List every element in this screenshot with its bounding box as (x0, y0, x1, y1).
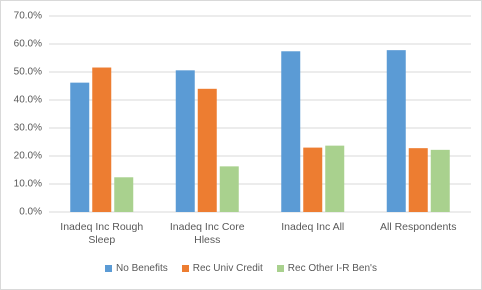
x-tick-label: Inadeq Inc Rough Sleep (60, 221, 144, 246)
legend-item: Rec Other I-R Ben's (276, 263, 377, 274)
x-tick-label: Inadeq Inc All (281, 221, 345, 233)
y-tick-label: 70.0% (14, 11, 42, 22)
bar (114, 177, 134, 212)
y-tick-label: 20.0% (14, 151, 42, 162)
legend-swatch (105, 265, 113, 272)
bar (430, 149, 450, 212)
bar (92, 67, 112, 213)
x-tick-label: Inadeq Inc Core Hless (169, 221, 245, 246)
y-tick-label: 0.0% (19, 207, 42, 218)
bar (70, 82, 90, 212)
legend-label: Rec Univ Credit (192, 263, 263, 274)
bar (219, 166, 239, 212)
bar (325, 145, 345, 212)
bar (303, 147, 323, 212)
legend: No Benefits Rec Univ Credit Rec Other I-R … (1, 263, 481, 274)
bar (408, 148, 428, 212)
bar (386, 50, 406, 212)
legend-item: Rec Univ Credit (181, 263, 263, 274)
legend-swatch (181, 265, 189, 272)
y-tick-label: 40.0% (14, 95, 42, 106)
y-tick-label: 30.0% (14, 123, 42, 134)
bar (197, 88, 217, 212)
bar (175, 70, 195, 212)
legend-label: No Benefits (116, 263, 168, 274)
legend-label: Rec Other I-R Ben's (287, 263, 377, 274)
bar (281, 51, 301, 212)
legend-item: No Benefits (105, 263, 168, 274)
legend-swatch (276, 265, 284, 272)
x-tick-label: All Respondents (380, 221, 457, 233)
y-tick-label: 50.0% (14, 67, 42, 78)
y-tick-label: 10.0% (14, 179, 42, 190)
y-tick-label: 60.0% (14, 39, 42, 50)
